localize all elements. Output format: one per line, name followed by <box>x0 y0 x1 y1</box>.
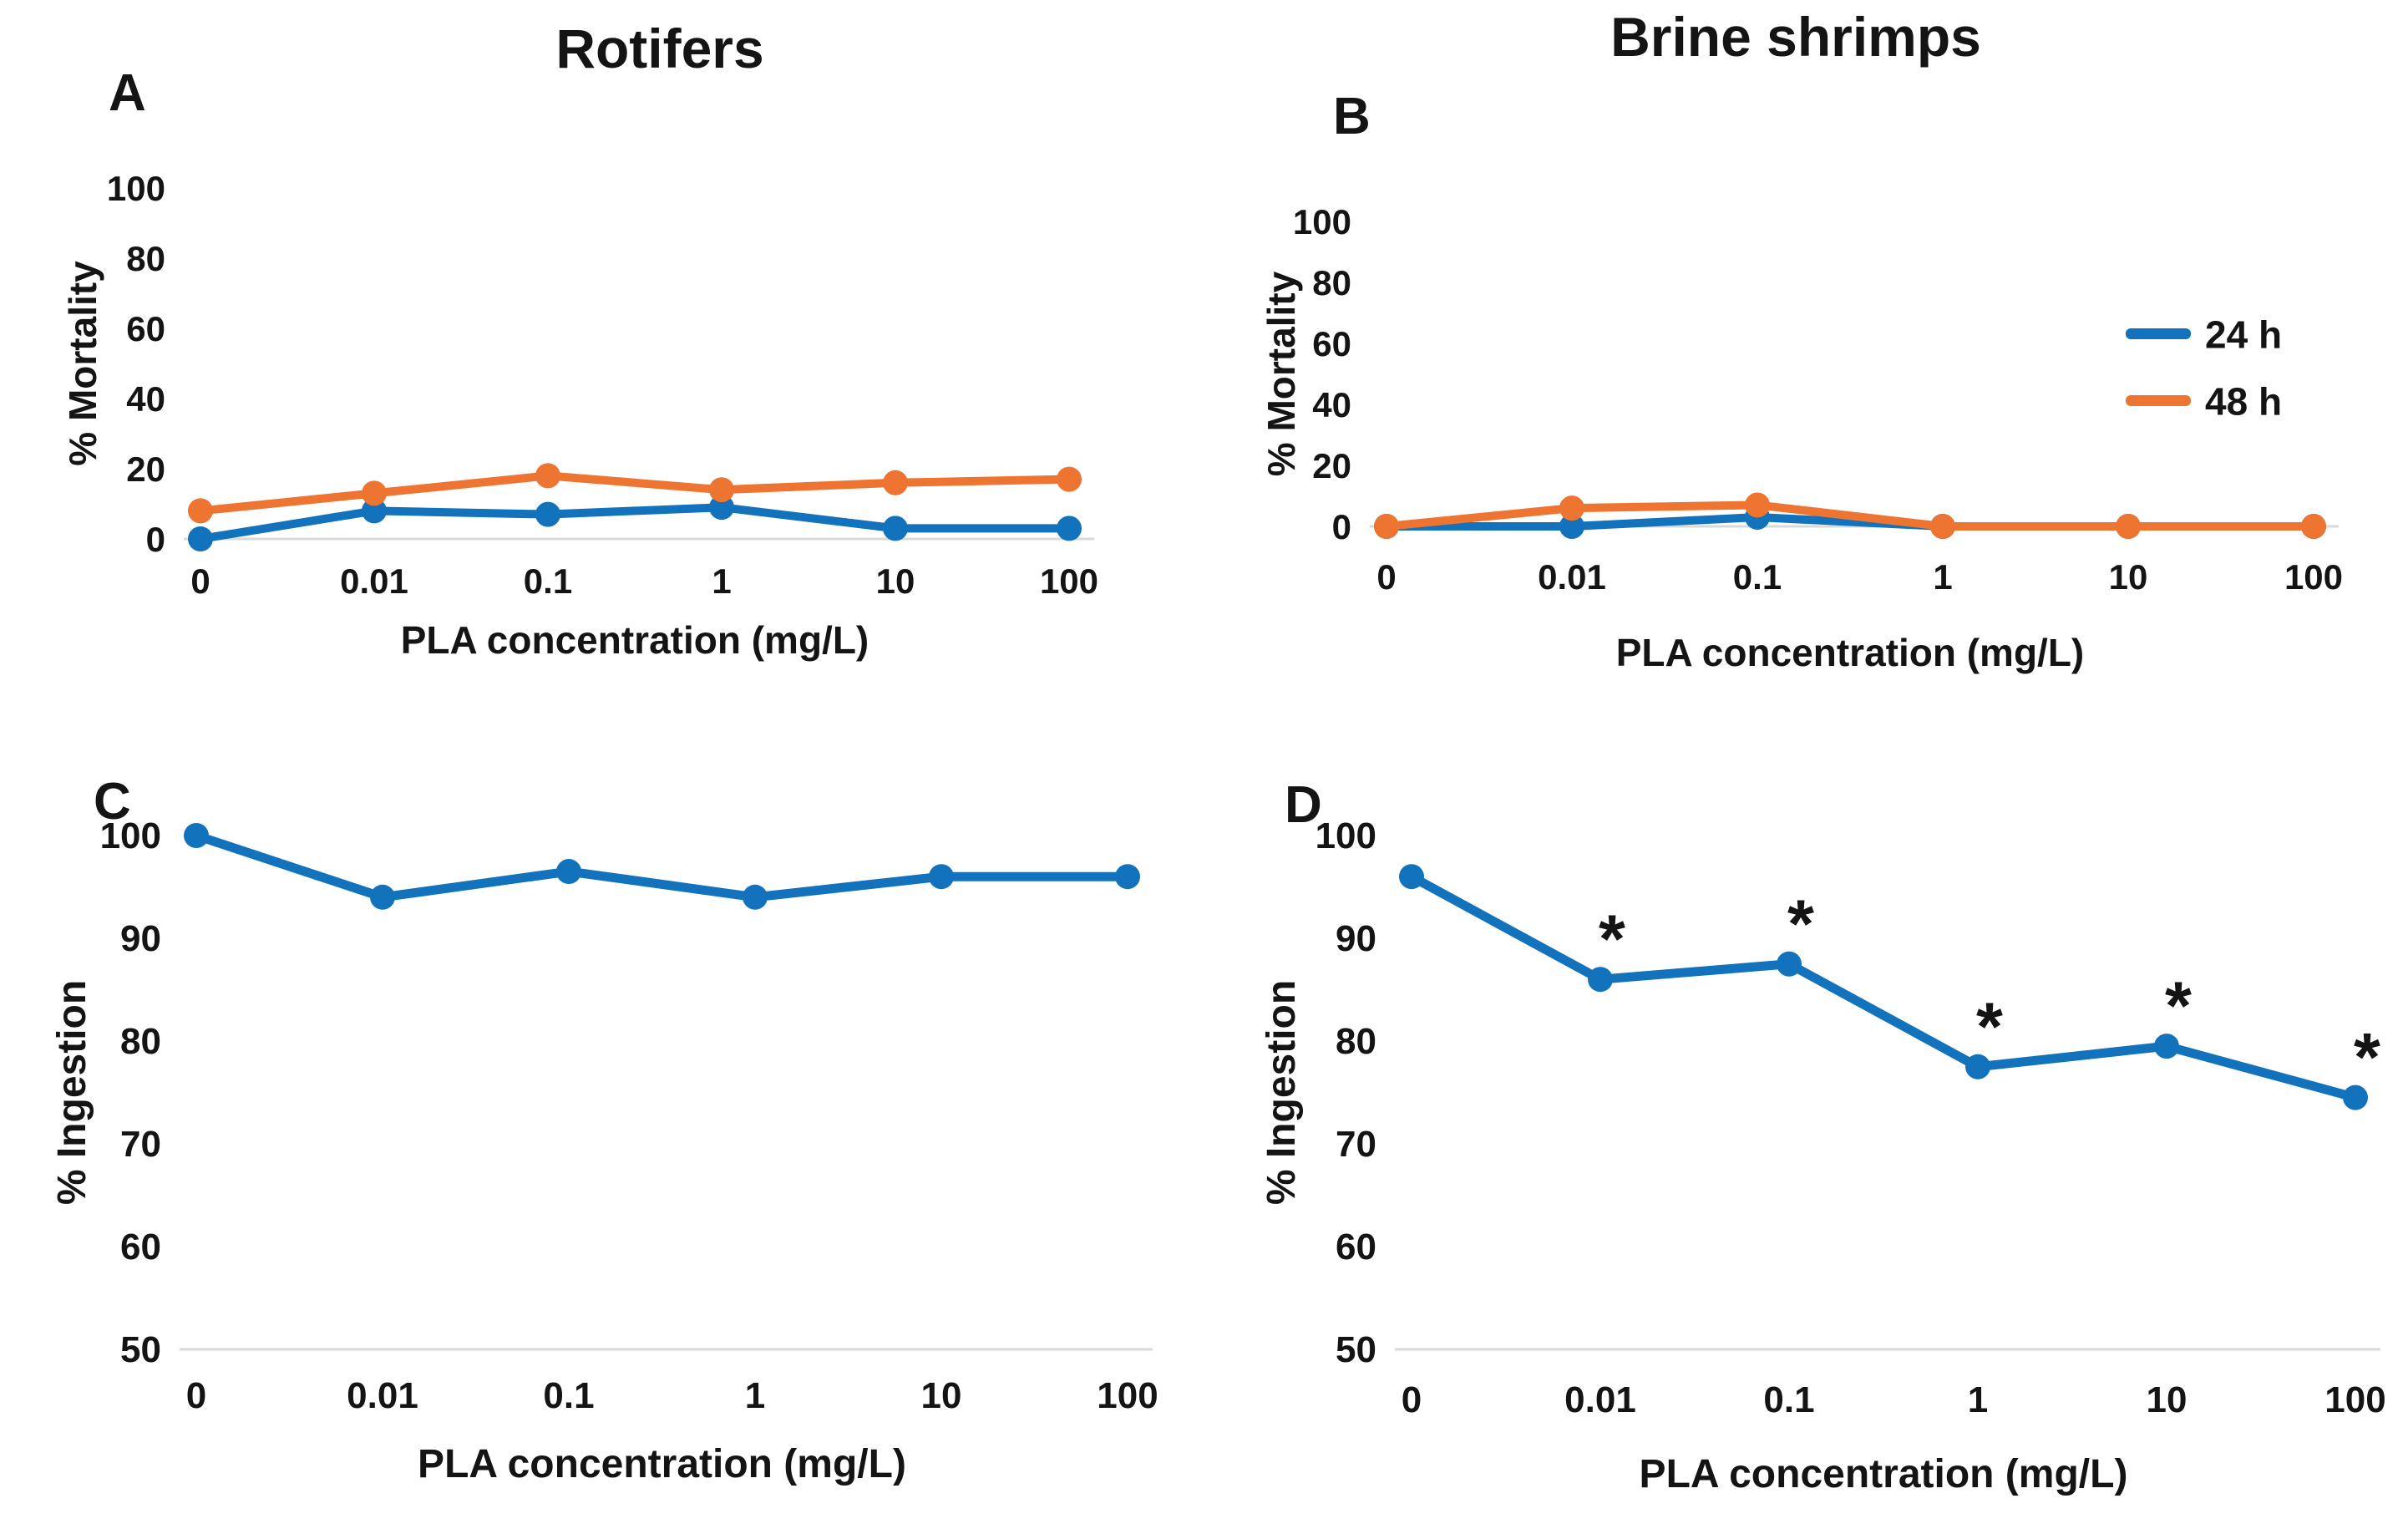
svg-text:10: 10 <box>2109 557 2148 597</box>
svg-text:0.1: 0.1 <box>543 1375 594 1416</box>
svg-text:70: 70 <box>120 1124 161 1165</box>
svg-text:% Mortality: % Mortality <box>1260 271 1303 476</box>
svg-text:60: 60 <box>1312 324 1351 363</box>
svg-text:PLA concentration (mg/L): PLA concentration (mg/L) <box>1616 631 2085 674</box>
svg-text:10: 10 <box>2147 1379 2187 1420</box>
svg-text:60: 60 <box>1336 1227 1376 1267</box>
chart-panel-b-mortality-brine-shrimps: 0 20 40 60 80 100 % Mortality 0 0.01 0.1 1 10 100 PLA… <box>1260 202 2343 674</box>
svg-text:1: 1 <box>1933 557 1952 597</box>
panel-label-a: A <box>109 64 146 122</box>
svg-text:20: 20 <box>126 450 165 489</box>
svg-text:% Mortality: % Mortality <box>61 261 104 466</box>
svg-text:20: 20 <box>1312 446 1351 485</box>
svg-text:0: 0 <box>190 561 210 601</box>
svg-text:100: 100 <box>1097 1375 1158 1416</box>
svg-text:60: 60 <box>120 1227 161 1267</box>
svg-text:PLA concentration (mg/L): PLA concentration (mg/L) <box>1640 1452 2128 1496</box>
svg-text:0: 0 <box>1332 507 1351 546</box>
svg-text:0.1: 0.1 <box>524 561 572 601</box>
svg-text:*: * <box>2354 1020 2380 1096</box>
svg-text:0.01: 0.01 <box>1538 557 1606 597</box>
svg-text:1: 1 <box>1968 1379 1988 1420</box>
svg-text:% Ingestion: % Ingestion <box>1260 980 1304 1205</box>
svg-text:0: 0 <box>186 1375 206 1416</box>
panel-label-d: D <box>1285 776 1322 834</box>
svg-text:10: 10 <box>921 1375 962 1416</box>
chart-panel-c-ingestion-rotifers: 50 60 70 80 90 100 % Ingestion 0 0.01 0.1 1 10 100 PL… <box>50 815 1158 1486</box>
svg-text:0: 0 <box>1402 1379 1422 1420</box>
svg-text:90: 90 <box>1336 918 1376 959</box>
svg-text:*: * <box>2165 968 2192 1044</box>
svg-text:100: 100 <box>100 815 161 856</box>
svg-text:% Ingestion: % Ingestion <box>50 980 94 1205</box>
svg-text:40: 40 <box>1312 385 1351 424</box>
svg-text:48 h: 48 h <box>2205 380 2282 424</box>
svg-text:100: 100 <box>107 169 165 208</box>
svg-text:0.01: 0.01 <box>347 1375 418 1416</box>
svg-text:0.1: 0.1 <box>1763 1379 1814 1420</box>
svg-text:1: 1 <box>712 561 731 601</box>
svg-text:100: 100 <box>1316 815 1376 856</box>
column-title-brine-shrimps: Brine shrimps <box>1610 6 1981 68</box>
chart-panel-d-ingestion-brine-shrimps: 50 60 70 80 90 100 % Ingestion 0 0.01 0.1 1 10 100 PL… <box>1260 815 2386 1496</box>
svg-text:PLA concentration (mg/L): PLA concentration (mg/L) <box>401 618 869 662</box>
svg-text:0: 0 <box>1376 557 1396 597</box>
svg-text:100: 100 <box>2324 1379 2385 1420</box>
svg-text:0: 0 <box>146 520 165 559</box>
svg-text:*: * <box>1599 902 1625 978</box>
svg-text:60: 60 <box>126 309 165 348</box>
svg-text:PLA concentration (mg/L): PLA concentration (mg/L) <box>418 1442 906 1486</box>
column-title-rotifers: Rotifers <box>555 18 764 79</box>
panel-label-b: B <box>1333 88 1371 145</box>
svg-text:80: 80 <box>126 239 165 278</box>
svg-text:100: 100 <box>1293 202 1351 241</box>
svg-text:90: 90 <box>120 918 161 959</box>
svg-text:100: 100 <box>2284 557 2343 597</box>
svg-text:10: 10 <box>876 561 915 601</box>
svg-text:100: 100 <box>1040 561 1098 601</box>
svg-text:0.01: 0.01 <box>340 561 408 601</box>
svg-text:80: 80 <box>1336 1021 1376 1062</box>
svg-text:40: 40 <box>126 379 165 419</box>
chart-panel-a-mortality-rotifers: 0 20 40 60 80 100 % Mortality 0 0.01 0.1 1 10 100 PLA… <box>61 169 1098 662</box>
svg-text:0.01: 0.01 <box>1564 1379 1636 1420</box>
svg-text:50: 50 <box>120 1329 161 1370</box>
svg-text:1: 1 <box>745 1375 765 1416</box>
svg-text:*: * <box>1976 989 2003 1065</box>
svg-text:24 h: 24 h <box>2205 313 2282 357</box>
svg-text:*: * <box>1787 886 1814 963</box>
svg-text:80: 80 <box>1312 263 1351 302</box>
panel-label-c: C <box>94 773 131 830</box>
svg-text:70: 70 <box>1336 1124 1376 1165</box>
svg-text:50: 50 <box>1336 1329 1376 1370</box>
svg-text:0.1: 0.1 <box>1733 557 1782 597</box>
svg-text:80: 80 <box>120 1021 161 1062</box>
